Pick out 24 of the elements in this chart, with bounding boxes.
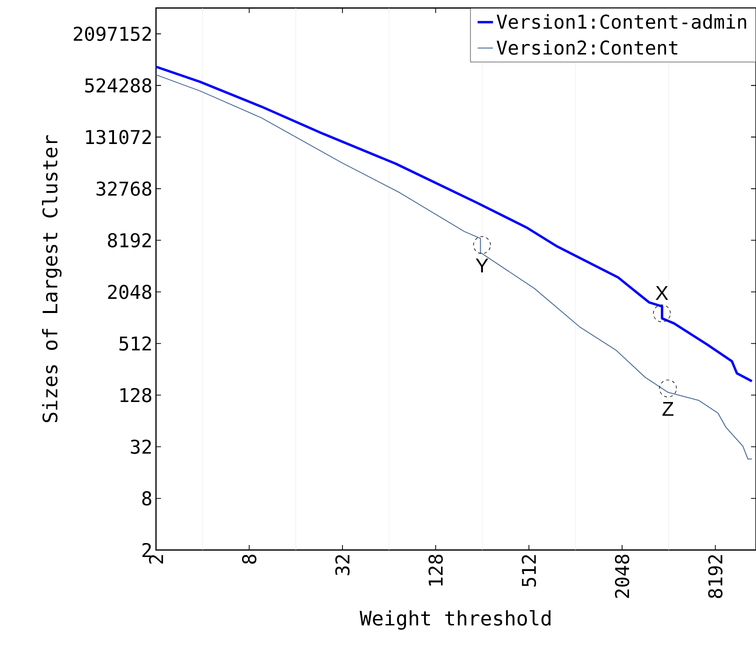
y-tick-label: 8192 [108, 233, 151, 248]
y-tick-label: 32768 [96, 181, 152, 196]
x-tick-label: 32 [335, 555, 350, 576]
x-tick-label: 8 [242, 554, 256, 564]
x-tick-label: 512 [522, 555, 536, 587]
y-tick-label: 524288 [85, 78, 152, 93]
y-tick-label: 32 [130, 440, 151, 454]
y-tick-label: 2097152 [74, 26, 151, 41]
y-tick-label: 8 [142, 491, 152, 506]
annotation: X [656, 286, 668, 300]
y-axis-title: Sizes of Largest Cluster [42, 135, 62, 422]
legend-label: Version2:Content [496, 40, 678, 55]
legend-label: Version1:Content-admin [496, 14, 746, 29]
x-tick-label: 8192 [708, 555, 723, 598]
y-tick-label: 512 [119, 336, 151, 351]
x-tick-label: 2 [148, 555, 164, 564]
x-tick-label: 2048 [614, 554, 630, 598]
y-tick-label: 2048 [108, 284, 152, 300]
annotation: Z [662, 402, 674, 416]
y-tick-label: 128 [120, 388, 152, 402]
x-axis-title: Weight threshold [360, 610, 550, 630]
y-tick-label: 131072 [86, 130, 151, 144]
x-tick-label: 128 [428, 554, 443, 586]
annotation: Y [476, 258, 488, 272]
